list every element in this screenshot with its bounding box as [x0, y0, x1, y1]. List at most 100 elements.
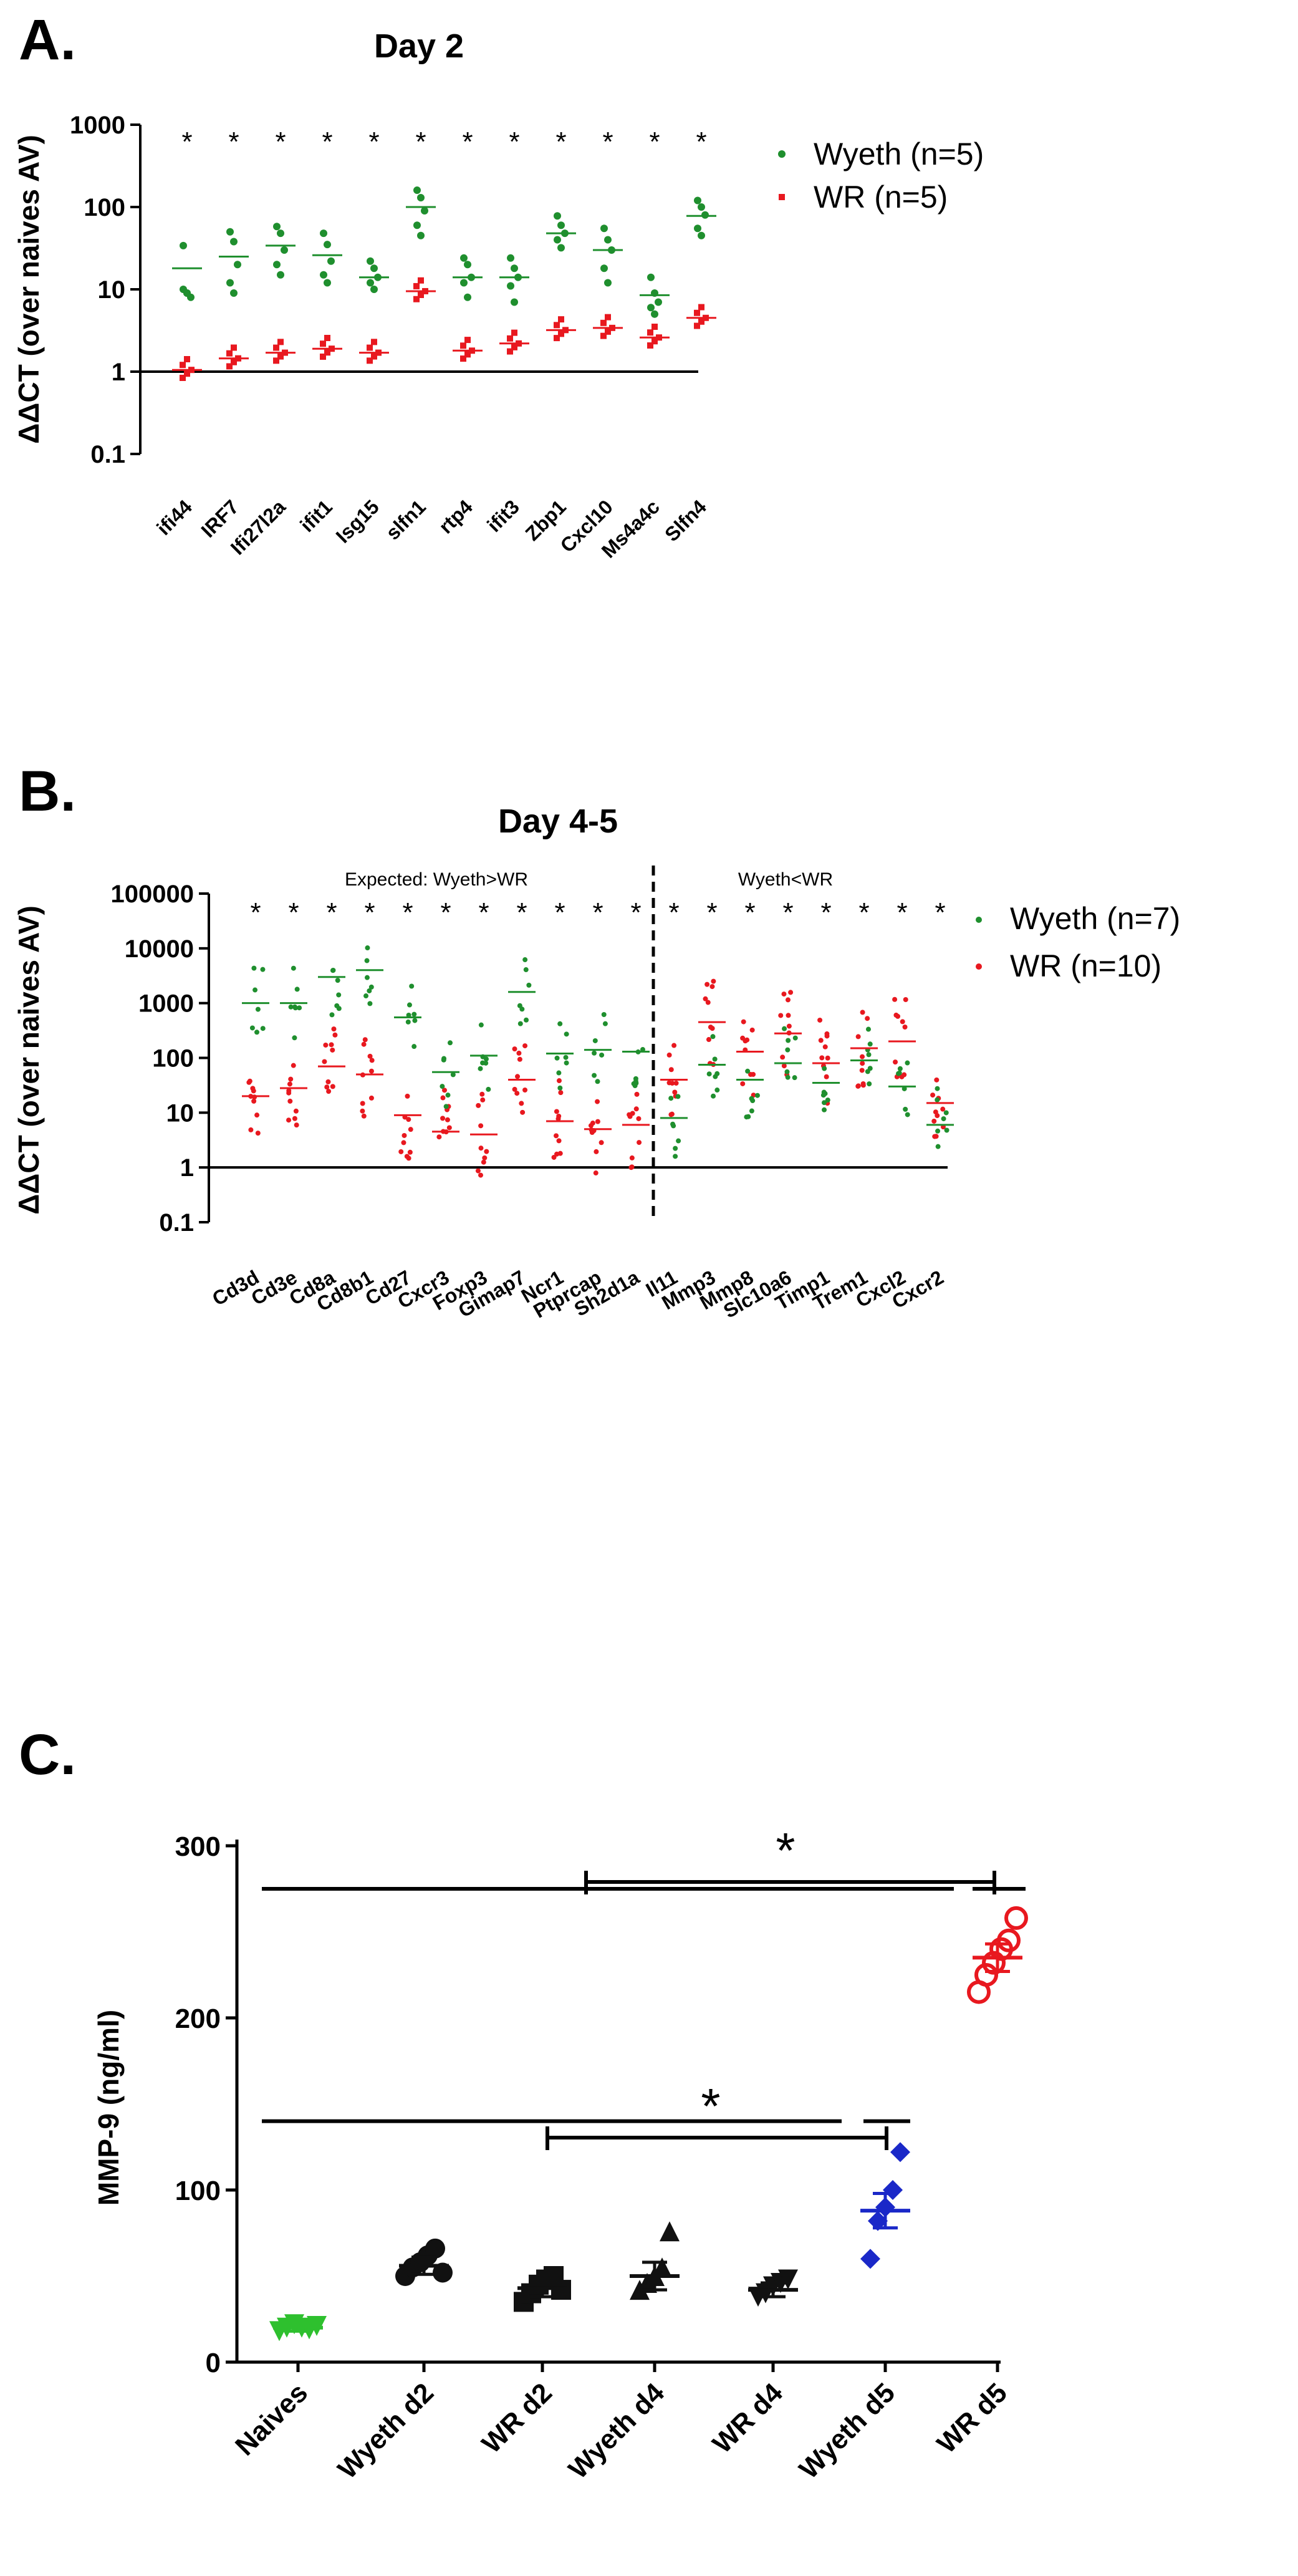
wr-point [282, 349, 288, 356]
wr-point [590, 1121, 595, 1126]
wr-point [180, 362, 186, 369]
significance-star: * [364, 897, 375, 928]
wr-point [786, 1023, 792, 1029]
wr-point [817, 1017, 823, 1023]
wyeth-point [367, 279, 374, 287]
significance-star: * [935, 897, 945, 928]
wyeth-point [556, 1070, 562, 1076]
wr-point [694, 309, 700, 316]
significance-star: * [668, 897, 679, 928]
significance-star: * [592, 897, 603, 928]
legend-wr-label: WR (n=5) [814, 180, 948, 215]
wyeth-point [367, 1001, 373, 1006]
wr-point [371, 339, 377, 345]
wr-point [332, 1032, 338, 1038]
wyeth-point [694, 224, 701, 233]
wyeth-point [651, 289, 658, 297]
wr-point [903, 997, 908, 1003]
wyeth-point [230, 238, 238, 246]
wyeth-point [710, 1034, 716, 1040]
wr-point [277, 339, 284, 345]
y-tick-label: 10 [166, 1099, 195, 1127]
wr-point [940, 1106, 946, 1112]
wr-point [251, 1088, 256, 1094]
wyeth-point [604, 236, 612, 244]
legend-wr-marker [779, 194, 785, 200]
y-tick-label: 0.1 [90, 441, 125, 468]
y-tick-label: 100 [175, 2176, 221, 2206]
wyeth-point [464, 293, 471, 301]
wr-point [273, 344, 279, 351]
x-tick-label: ifit3 [483, 495, 524, 536]
wyeth-point [447, 1040, 453, 1046]
wr-point [407, 1149, 413, 1155]
wr-point [562, 327, 569, 334]
wr-point [892, 996, 898, 1002]
significance-star: * [440, 897, 451, 928]
wyeth-point [673, 1146, 678, 1151]
wyeth-point [405, 1019, 411, 1025]
panel-b: B. Day 4-5 0.1 1 10 100 1000 10000 100000 ΔΔCT (o… [12, 760, 1180, 1323]
wr-point [469, 347, 475, 354]
wyeth-point [277, 229, 284, 238]
wr-point [819, 1055, 825, 1061]
wr-point [398, 1149, 404, 1154]
significance-star: * [509, 127, 519, 157]
wr-point [647, 329, 653, 336]
data-point [997, 1928, 1021, 1952]
y-tick-label: 0.1 [159, 1209, 194, 1237]
wr-point [184, 355, 190, 362]
wr-point [627, 1114, 633, 1119]
wr-point [294, 1122, 299, 1128]
wyeth-point [671, 1123, 676, 1129]
wr-point [818, 1038, 824, 1043]
panel-a-title: Day 2 [374, 27, 464, 65]
wyeth-point [675, 1094, 681, 1099]
wr-point [628, 1165, 634, 1170]
significance-star: * [326, 897, 337, 928]
wr-point [556, 1138, 562, 1144]
legend-wyeth-marker [976, 917, 982, 923]
wr-point [786, 1013, 791, 1018]
wr-point [556, 1078, 562, 1084]
wr-point [698, 304, 704, 311]
wyeth-point [511, 264, 518, 273]
significance-star: * [181, 127, 192, 157]
wr-point [599, 1140, 604, 1146]
wyeth-point [554, 236, 561, 244]
wyeth-point [706, 1071, 712, 1077]
wr-point [605, 314, 611, 321]
wr-point [235, 355, 241, 362]
y-tick-label: 1 [112, 359, 125, 386]
wyeth-point [554, 212, 561, 220]
wyeth-point [226, 279, 234, 287]
wr-point [558, 1090, 564, 1096]
wr-point [893, 1012, 899, 1018]
wr-point [673, 1081, 679, 1086]
wr-point [860, 1083, 866, 1088]
wr-point [367, 344, 373, 351]
x-tick-label: Wyeth d4 [563, 2377, 671, 2485]
wr-point [371, 353, 377, 360]
wr-point [515, 1074, 521, 1079]
wr-point [709, 984, 715, 990]
wyeth-point [792, 1075, 797, 1081]
wyeth-point [294, 987, 300, 992]
wr-point [860, 1010, 865, 1015]
wr-point [277, 353, 284, 360]
data-point [890, 2142, 910, 2163]
wyeth-point [507, 254, 514, 262]
wr-point [231, 344, 237, 351]
wyeth-point [327, 257, 335, 265]
wr-point [647, 342, 653, 349]
x-tick-label: Slfn4 [660, 495, 711, 546]
wyeth-point [297, 1005, 302, 1011]
wr-point [408, 1127, 413, 1132]
wyeth-point [822, 1107, 827, 1112]
wr-point [633, 1106, 639, 1112]
wyeth-point [711, 1093, 716, 1099]
wyeth-point [820, 1093, 826, 1098]
significance-star: * [288, 897, 299, 928]
wyeth-point [592, 1050, 597, 1056]
wyeth-point [903, 1106, 908, 1112]
